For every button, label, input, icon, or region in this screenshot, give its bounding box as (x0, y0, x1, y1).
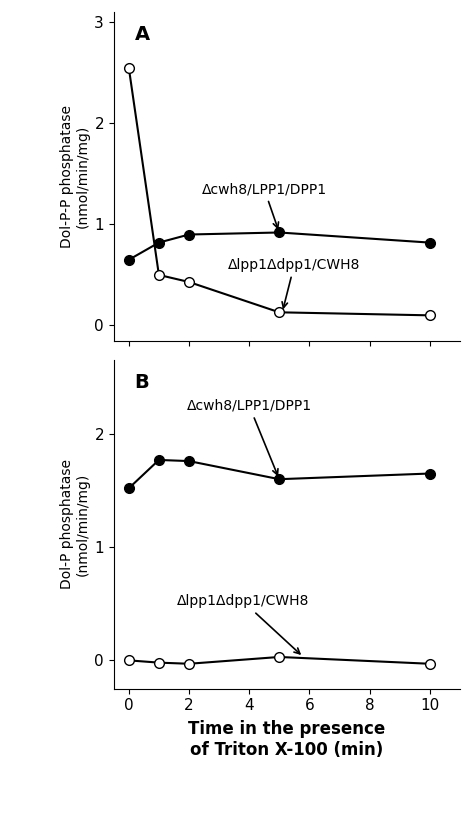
Text: A: A (135, 25, 150, 44)
Text: Δlpp1Δdpp1/CWH8: Δlpp1Δdpp1/CWH8 (177, 594, 310, 654)
Text: Δlpp1Δdpp1/CWH8: Δlpp1Δdpp1/CWH8 (228, 258, 361, 308)
Y-axis label: Dol-P-P phosphatase
(nmol/min/mg): Dol-P-P phosphatase (nmol/min/mg) (60, 105, 90, 248)
Text: Δcwh8/LPP1/DPP1: Δcwh8/LPP1/DPP1 (201, 182, 327, 228)
Text: B: B (135, 373, 149, 393)
Text: Δcwh8/LPP1/DPP1: Δcwh8/LPP1/DPP1 (187, 399, 312, 475)
Y-axis label: Dol-P phosphatase
(nmol/min/mg): Dol-P phosphatase (nmol/min/mg) (60, 460, 90, 589)
X-axis label: Time in the presence
of Triton X-100 (min): Time in the presence of Triton X-100 (mi… (188, 720, 385, 759)
